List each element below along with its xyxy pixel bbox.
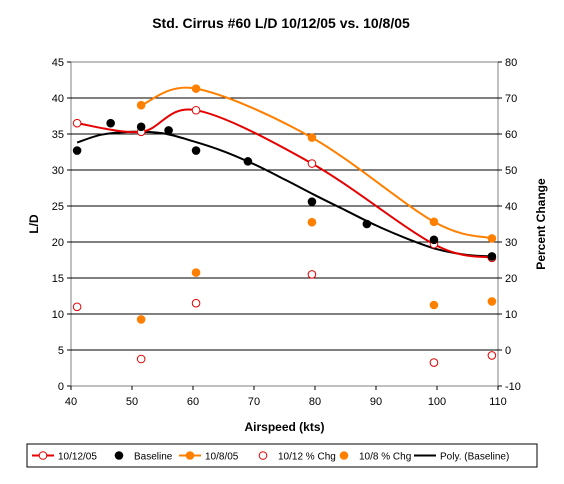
legend-label: Poly. (Baseline) xyxy=(440,452,509,463)
x-tick-label: 90 xyxy=(370,396,382,408)
y2-tick-label: 50 xyxy=(505,165,517,177)
series-1 xyxy=(72,118,497,261)
data-point xyxy=(136,315,146,324)
chart-title: Std. Cirrus #60 L/D 10/12/05 vs. 10/8/05 xyxy=(152,15,410,31)
legend-label: 10/12 % Chg xyxy=(278,452,336,463)
x-tick-label: 60 xyxy=(187,396,199,408)
data-point xyxy=(429,217,439,227)
legend-marker xyxy=(258,451,268,460)
data-point xyxy=(487,351,497,360)
data-point xyxy=(429,300,439,310)
data-point xyxy=(136,354,146,364)
data-point xyxy=(136,122,146,132)
y2-axis-title: Percent Change xyxy=(534,178,548,270)
data-point xyxy=(307,197,317,206)
data-point xyxy=(191,298,201,308)
y2-tick-label: 60 xyxy=(505,129,517,141)
series-2 xyxy=(136,84,497,243)
y2-tick-label: 30 xyxy=(505,237,517,249)
data-point xyxy=(243,157,253,166)
y-tick-label: 45 xyxy=(52,57,64,69)
legend-marker xyxy=(38,451,48,460)
x-tick-label: 40 xyxy=(65,396,77,408)
data-point xyxy=(136,100,146,110)
y-tick-label: 35 xyxy=(52,129,64,141)
legend-item: Poly. (Baseline) xyxy=(414,452,509,463)
y-tick-label: 30 xyxy=(52,165,64,177)
x-tick-label: 80 xyxy=(309,396,321,408)
data-point xyxy=(191,268,201,277)
x-axis-title: Airspeed (kts) xyxy=(244,420,324,434)
data-point xyxy=(487,297,497,306)
y-tick-label: 5 xyxy=(58,345,64,357)
y-tick-label: 40 xyxy=(52,93,64,105)
y-tick-label: 10 xyxy=(52,309,64,321)
data-point xyxy=(307,270,317,279)
y2-tick-label: 80 xyxy=(505,57,517,69)
data-point xyxy=(72,302,82,312)
legend-marker xyxy=(114,451,124,460)
y-axis-title: L/D xyxy=(27,214,41,234)
series-4 xyxy=(136,217,497,324)
y-tick-label: 20 xyxy=(52,237,64,249)
y2-tick-label: 20 xyxy=(505,273,517,285)
y2-tick-label: 40 xyxy=(505,201,517,213)
y2-tick-label: 70 xyxy=(505,93,517,105)
data-point xyxy=(191,84,201,93)
y2-tick-label: 0 xyxy=(505,345,511,357)
data-point xyxy=(487,252,497,261)
legend-item: 10/12 % Chg xyxy=(258,451,336,463)
legend-item: 10/8/05 xyxy=(179,451,239,463)
data-point xyxy=(429,235,439,245)
plot-area xyxy=(70,61,499,387)
data-point xyxy=(429,358,439,367)
data-point xyxy=(307,217,317,227)
y2-tick-label: 10 xyxy=(505,309,517,321)
data-point xyxy=(191,105,201,115)
legend-item: Baseline xyxy=(114,451,173,463)
legend-label: 10/12/05 xyxy=(58,452,97,463)
data-point xyxy=(307,133,317,142)
data-point xyxy=(164,126,173,135)
legend-marker xyxy=(339,451,349,460)
legend-item: 10/8 % Chg xyxy=(339,451,411,463)
x-tick-label: 100 xyxy=(428,396,446,408)
x-tick-label: 110 xyxy=(489,396,507,408)
y-tick-label: 0 xyxy=(58,381,64,393)
legend: 10/12/05 Baseline 10/8/05 10/12 % Chg 10/8 %… xyxy=(26,443,538,468)
legend-marker xyxy=(185,451,195,460)
y-tick-label: 15 xyxy=(52,273,64,285)
data-point xyxy=(487,234,497,243)
legend-item: 10/12/05 xyxy=(32,451,97,463)
legend-box xyxy=(26,443,538,468)
legend-label: 10/8 % Chg xyxy=(359,452,411,463)
data-point xyxy=(72,118,82,128)
x-tick-label: 70 xyxy=(248,396,260,408)
legend-label: Baseline xyxy=(134,452,173,463)
y2-tick-label: -10 xyxy=(505,381,521,393)
x-tick-label: 50 xyxy=(126,396,138,408)
legend-label: 10/8/05 xyxy=(205,452,239,463)
data-point xyxy=(72,146,82,155)
data-point xyxy=(307,159,317,168)
data-point xyxy=(106,118,115,128)
data-point xyxy=(191,146,201,155)
series-3 xyxy=(72,270,497,367)
y-tick-label: 25 xyxy=(52,201,64,213)
data-point xyxy=(362,219,372,229)
